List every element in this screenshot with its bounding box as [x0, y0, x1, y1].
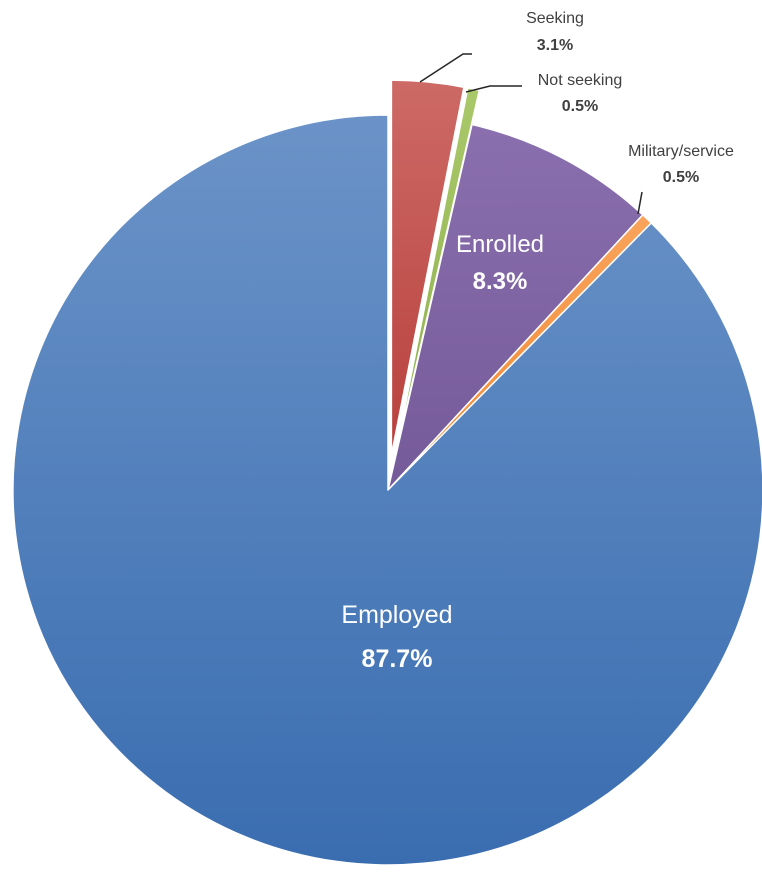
slice-value-seeking: 3.1%	[537, 37, 573, 54]
slice-label-seeking: Seeking	[526, 10, 584, 27]
pie-slice-seeking	[390, 79, 465, 456]
slices-layer	[12, 79, 762, 866]
leader-line-seeking	[419, 53, 472, 83]
pie-slice-employed	[12, 114, 762, 866]
slice-value-enrolled: 8.3%	[473, 268, 528, 295]
leader-lines-layer	[419, 53, 643, 215]
labels-layer: Employed 87.7% Seeking 3.1% Not seeking 0.5% E…	[341, 10, 734, 673]
slice-value-military-service: 0.5%	[663, 169, 699, 186]
slice-value-employed: 87.7%	[362, 645, 433, 673]
slice-label-military-service: Military/service	[628, 143, 734, 160]
slice-label-employed: Employed	[341, 601, 452, 629]
leader-line-military-service	[637, 191, 643, 215]
slice-value-not-seeking: 0.5%	[562, 98, 598, 115]
pie-slice-enrolled	[387, 123, 644, 491]
leader-line-not-seeking	[465, 85, 522, 93]
slice-label-enrolled: Enrolled	[456, 231, 544, 258]
slice-label-not-seeking: Not seeking	[538, 72, 623, 89]
